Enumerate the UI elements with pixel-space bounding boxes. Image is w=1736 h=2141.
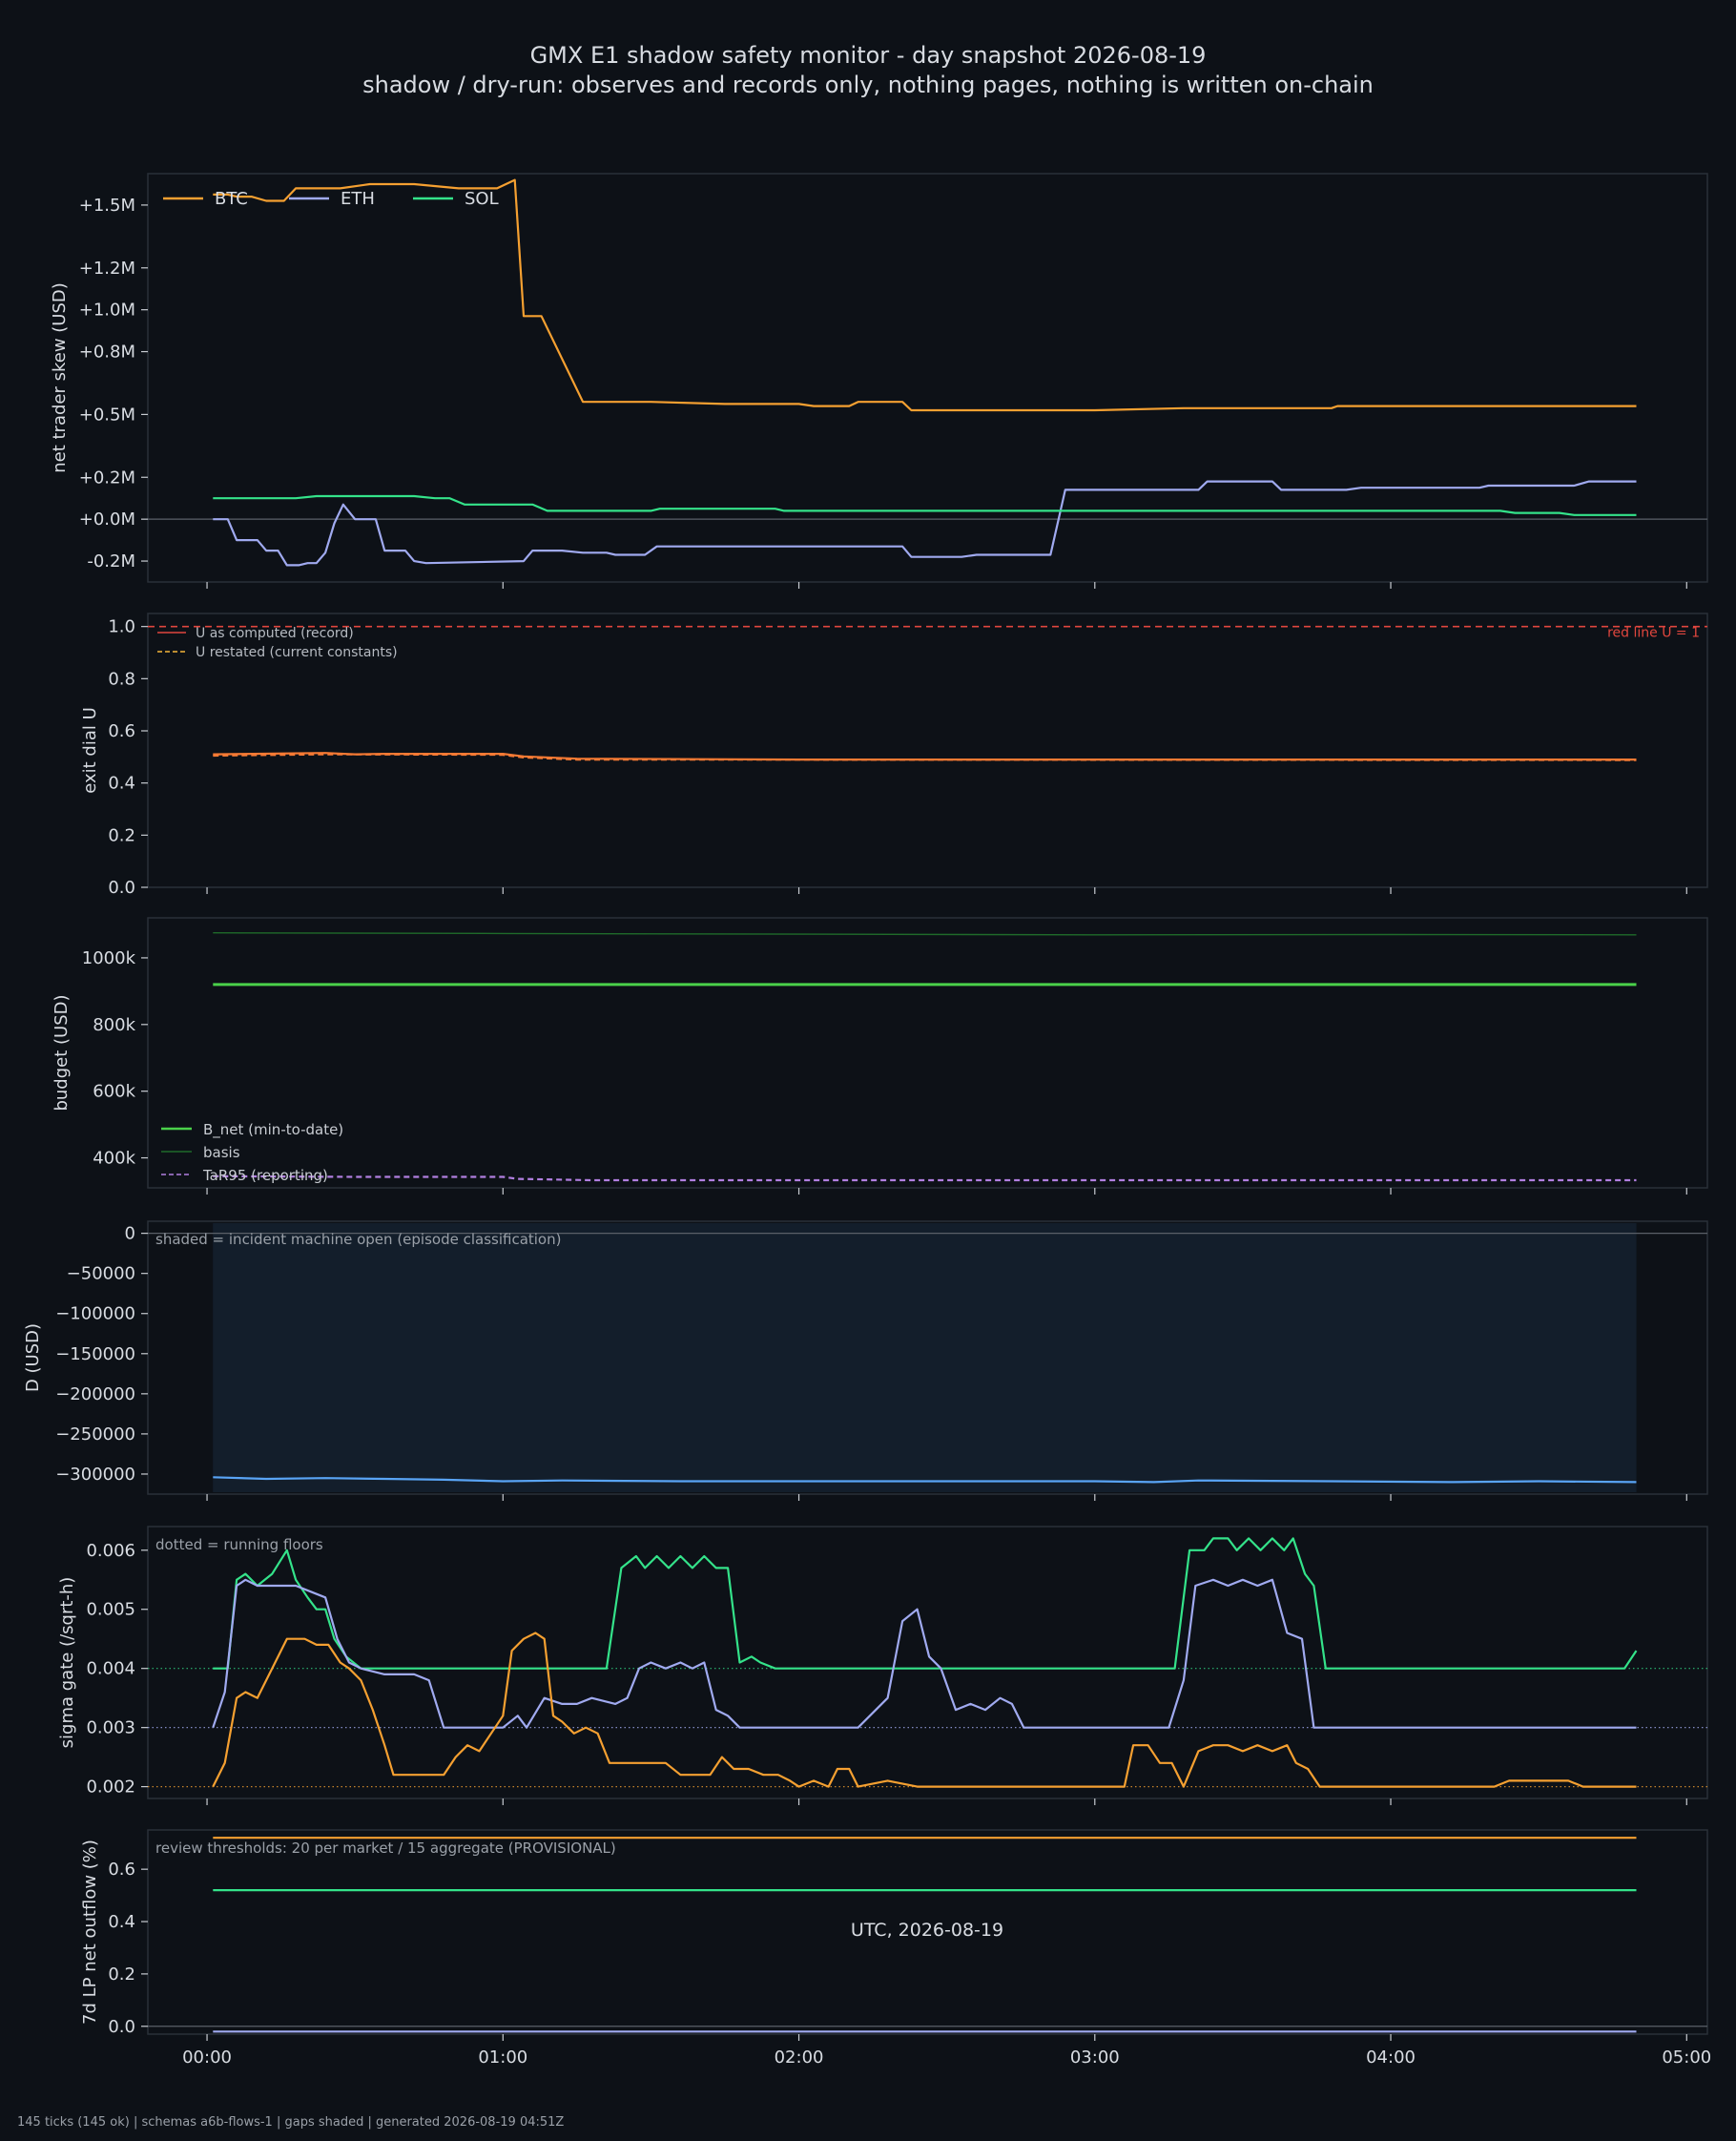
y-tick-label: 600k: [93, 1082, 135, 1102]
y-tick-label: 0.003: [86, 1718, 135, 1738]
series-eth-line: [213, 480, 1637, 567]
y-axis-label: D (USD): [23, 1323, 43, 1392]
y-tick-label: 0.6: [108, 1860, 135, 1880]
y-axis-label: exit dial U: [80, 707, 100, 794]
x-tick-label: 00:00: [182, 2047, 232, 2068]
figure-title: GMX E1 shadow safety monitor - day snaps…: [530, 42, 1207, 69]
y-tick-label: −250000: [55, 1424, 135, 1445]
y-tick-label: −200000: [55, 1384, 135, 1404]
y-axis-label: 7d LP net outflow (%): [80, 1840, 100, 2025]
x-tick-label: 02:00: [775, 2047, 824, 2068]
legend-label: U restated (current constants): [196, 645, 398, 660]
y-tick-label: +1.2M: [79, 259, 135, 279]
y-tick-label: 1000k: [82, 948, 136, 968]
series-sol-line: [213, 1537, 1638, 1670]
panel-sigma: 0.002 0.003 0.004 0.005 0.006 sigma gate (/sq…: [57, 1526, 1708, 1805]
y-tick-label: 400k: [93, 1149, 135, 1169]
y-tick-label: +0.5M: [79, 405, 135, 425]
series-d-line: [213, 1476, 1637, 1484]
y-tick-label: 0.0: [108, 2017, 135, 2037]
y-tick-label: −300000: [55, 1465, 135, 1485]
legend-label: BTC: [215, 189, 248, 209]
plot-area: [147, 1829, 1708, 2035]
plot-area: [147, 1526, 1708, 1799]
y-tick-label: +0.2M: [79, 468, 135, 488]
series-basis-line: [213, 932, 1637, 936]
legend-label: basis: [203, 1144, 240, 1161]
incident-shade: [213, 1223, 1637, 1492]
plot-area: [147, 613, 1708, 888]
figure-subtitle: shadow / dry-run: observes and records o…: [362, 72, 1374, 98]
y-tick-label: -0.2M: [87, 551, 135, 572]
red-line-label: red line U = 1: [1607, 626, 1700, 641]
y-tick-label: 0.4: [108, 1912, 135, 1932]
y-axis-label: budget (USD): [52, 994, 72, 1111]
y-tick-label: +1.5M: [79, 196, 135, 216]
x-tick-label: 05:00: [1662, 2047, 1711, 2068]
panel-skew: -0.2M +0.0M +0.2M +0.5M +0.8M +1.0M +1.2M +1.5M…: [50, 173, 1708, 589]
panel-annotation: dotted = running floors: [155, 1536, 323, 1553]
y-tick-label: +0.0M: [79, 509, 135, 530]
series-sol-line: [213, 494, 1637, 516]
y-tick-label: 0.8: [108, 669, 135, 689]
y-tick-label: 0.002: [86, 1777, 135, 1798]
plot-area: [147, 173, 1708, 583]
legend-label: TaR95 (reporting): [202, 1167, 328, 1184]
y-axis-label: net trader skew (USD): [50, 282, 70, 473]
legend-label: U as computed (record): [196, 626, 354, 641]
y-tick-label: 0.2: [108, 1964, 135, 1985]
legend-label: SOL: [465, 189, 499, 209]
y-axis-label: sigma gate (/sqrt-h): [57, 1577, 77, 1749]
y-tick-label: −50000: [67, 1264, 135, 1284]
x-tick-label: 03:00: [1070, 2047, 1120, 2068]
series-btc-line: [213, 178, 1637, 412]
footer-text: 145 ticks (145 ok) | schemas a6b-flows-1…: [17, 2115, 564, 2130]
x-tick-label: 04:00: [1366, 2047, 1416, 2068]
y-tick-label: 0.0: [108, 878, 135, 898]
panel-outflow: 0.0 0.2 0.4 0.6 7d LP net outflow (%) review …: [80, 1829, 1708, 2041]
y-tick-label: +0.8M: [79, 343, 135, 363]
panel-drawdown: 0 −50000 −100000 −150000 −200000 −250000 −3000…: [23, 1220, 1708, 1501]
legend-label: ETH: [341, 189, 375, 209]
y-tick-label: +1.0M: [79, 301, 135, 321]
y-tick-label: 0.6: [108, 721, 135, 741]
y-tick-label: 0.005: [86, 1600, 135, 1620]
legend-label: B_net (min-to-date): [203, 1121, 343, 1139]
panel-budget: 400k 600k 800k 1000k budget (USD) B_net (min-…: [52, 917, 1708, 1195]
y-tick-label: 0.004: [86, 1659, 135, 1679]
y-tick-label: −150000: [55, 1344, 135, 1364]
y-tick-label: 0.2: [108, 825, 135, 845]
y-tick-label: 800k: [93, 1015, 135, 1035]
series-btc-line: [212, 1632, 1637, 1788]
plot-area: [147, 917, 1708, 1189]
x-tick-label: 01:00: [478, 2047, 527, 2068]
x-axis: 00:00 01:00 02:00 03:00 04:00 05:00: [182, 2047, 1711, 2068]
series-u-restated-current-constants-line: [213, 753, 1637, 761]
y-tick-label: −100000: [55, 1304, 135, 1324]
series-tar95-reporting-line: [213, 1174, 1637, 1182]
y-tick-label: 0: [125, 1224, 135, 1244]
y-tick-label: 1.0: [108, 617, 135, 637]
panel-exitdial: red line U = 1 0.0 0.2 0.4 0.6 0.8 1.0 exit dia…: [80, 613, 1708, 898]
series-eth-line: [212, 1578, 1637, 1729]
x-axis-label: UTC, 2026-08-19: [851, 1920, 1003, 1941]
panels: -0.2M +0.0M +0.2M +0.5M +0.8M +1.0M +1.2M +1.5M…: [23, 173, 1708, 2041]
panel-annotation: shaded = incident machine open (episode …: [155, 1231, 561, 1248]
panel-annotation: review thresholds: 20 per market / 15 ag…: [155, 1840, 616, 1857]
y-tick-label: 0.006: [86, 1541, 135, 1561]
y-tick-label: 0.4: [108, 774, 135, 794]
